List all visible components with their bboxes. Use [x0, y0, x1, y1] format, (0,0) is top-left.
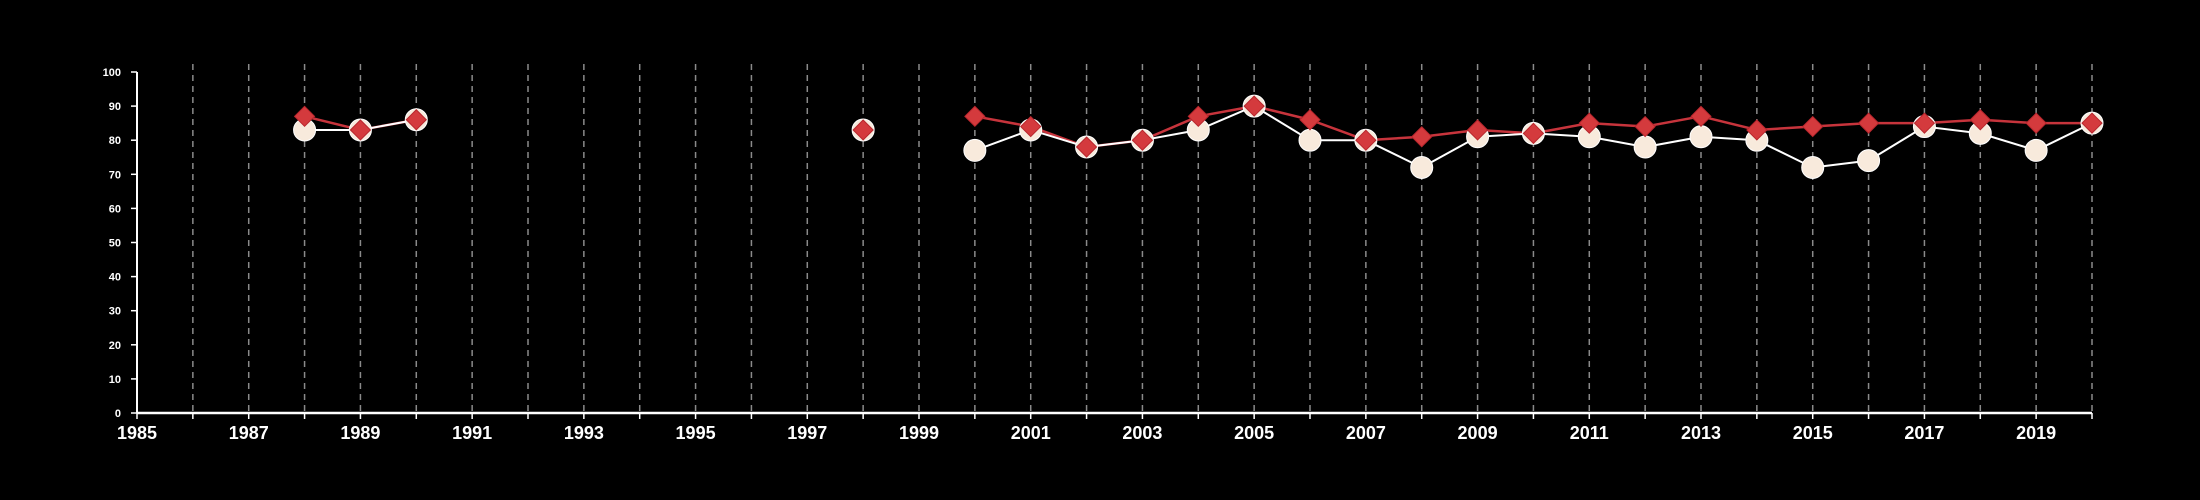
x-tick-label-1995: 1995: [676, 423, 716, 443]
x-tick-label-1997: 1997: [787, 423, 827, 443]
y-tick-label-30: 30: [109, 306, 121, 318]
diamond-point-2013: [1690, 105, 1712, 128]
circle-point-2008: [1410, 155, 1434, 179]
axis-layer: 0 10 20 30 40 50 60 70 80 90 100 1985 1987 1989 1991 19…: [103, 67, 2093, 443]
diamond-point-1998: [852, 119, 874, 141]
diamond-point-2014: [1746, 119, 1768, 141]
y-tick-label-80: 80: [109, 135, 121, 147]
grid-layer: [192, 64, 2093, 413]
x-tick-label-1989: 1989: [340, 423, 380, 443]
diamond-point-1988: [293, 105, 316, 128]
circle-point-2013: [1689, 125, 1713, 149]
circle-point-2016: [1857, 149, 1881, 173]
diamond-point-2005: [1243, 95, 1265, 117]
x-tick-label-2015: 2015: [1793, 423, 1833, 443]
x-tick-label-2003: 2003: [1122, 423, 1162, 443]
y-tick-label-90: 90: [109, 101, 121, 113]
diamond-point-2018: [1969, 109, 1991, 131]
diamond-point-2011: [1578, 112, 1600, 134]
x-tick-label-2005: 2005: [1234, 423, 1274, 443]
diamond-point-2006: [1299, 109, 1321, 131]
diamond-point-1990: [405, 109, 427, 131]
circle-point-2000: [963, 138, 987, 162]
diamond-point-2020: [2081, 112, 2103, 134]
x-tick-label-2019: 2019: [2016, 423, 2056, 443]
diamond-point-2010: [1522, 122, 1545, 145]
diamond-point-2000: [964, 105, 986, 128]
diamond-point-2001: [1020, 115, 1042, 138]
x-tick-label-2017: 2017: [1904, 423, 1944, 443]
y-tick-label-40: 40: [109, 272, 121, 284]
diamond-point-2017: [1913, 112, 1936, 134]
circle-point-2019: [2024, 138, 2048, 162]
diamond-point-2007: [1355, 129, 1377, 151]
diamond-point-1989: [349, 119, 372, 141]
x-tick-label-1999: 1999: [899, 423, 939, 443]
x-tick-label-2007: 2007: [1346, 423, 1386, 443]
marker-layer: [293, 94, 2104, 179]
x-tick-label-2001: 2001: [1011, 423, 1051, 443]
y-tick-label-60: 60: [109, 203, 121, 215]
x-tick-label-1987: 1987: [229, 423, 269, 443]
circle-point-2012: [1633, 135, 1657, 159]
circle-point-2015: [1801, 155, 1825, 179]
x-tick-label-1993: 1993: [564, 423, 604, 443]
x-tick-label-1991: 1991: [452, 423, 492, 443]
diamond-point-2004: [1187, 105, 1209, 128]
x-tick-label-2009: 2009: [1458, 423, 1498, 443]
circle-point-2006: [1298, 128, 1322, 152]
y-tick-label-70: 70: [109, 169, 121, 181]
x-tick-label-2011: 2011: [1570, 423, 1609, 443]
diamond-point-2015: [1802, 115, 1824, 138]
x-tick-label-1985: 1985: [117, 423, 157, 443]
diamond-point-2008: [1411, 126, 1433, 148]
y-tick-label-50: 50: [109, 238, 121, 250]
y-tick-label-100: 100: [103, 67, 121, 79]
x-tick-label-2013: 2013: [1681, 423, 1721, 443]
diamond-point-2003: [1131, 129, 1154, 151]
diamond-point-2009: [1466, 119, 1489, 141]
diamond-point-2012: [1634, 115, 1656, 138]
diamond-point-2016: [1857, 112, 1880, 134]
y-tick-label-20: 20: [109, 340, 121, 352]
y-tick-label-10: 10: [109, 374, 121, 386]
diamond-point-2002: [1075, 136, 1098, 158]
y-tick-label-0: 0: [115, 408, 121, 420]
diamond-point-2019: [2025, 112, 2047, 134]
